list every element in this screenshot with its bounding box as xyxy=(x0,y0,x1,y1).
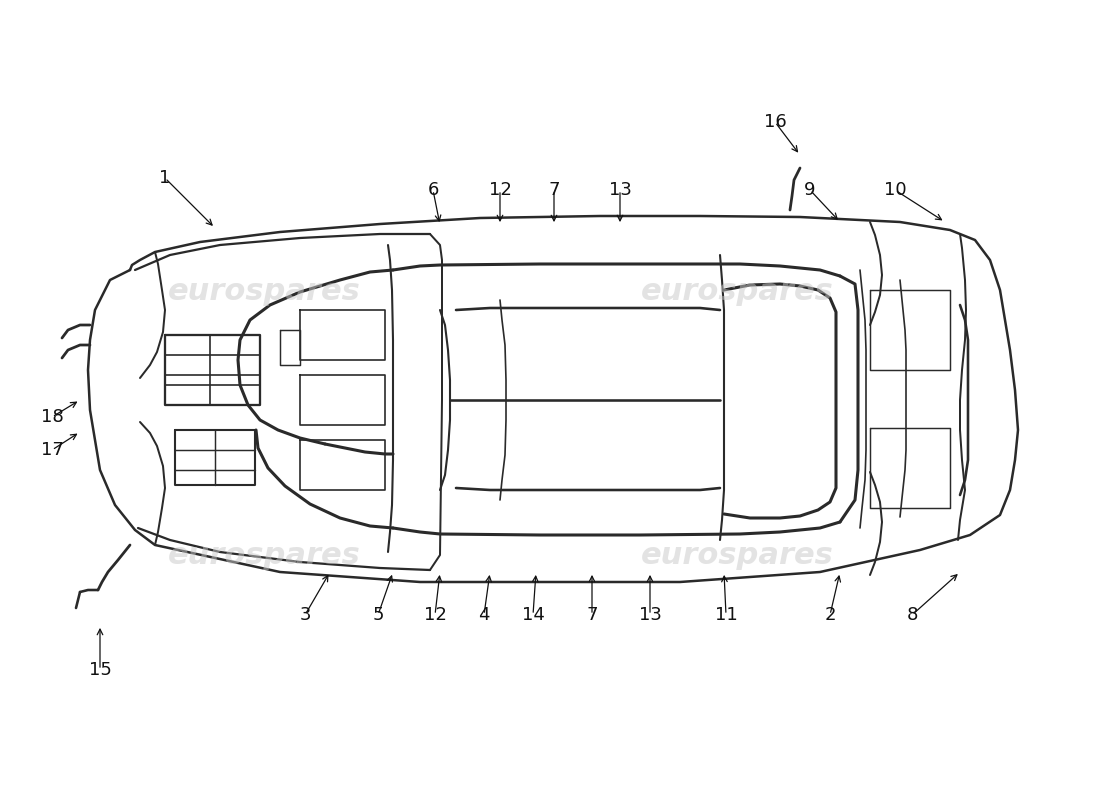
Text: 12: 12 xyxy=(488,181,512,199)
Text: 5: 5 xyxy=(372,606,384,624)
Text: 7: 7 xyxy=(586,606,597,624)
Text: 16: 16 xyxy=(763,113,786,131)
Text: 6: 6 xyxy=(427,181,439,199)
Text: 18: 18 xyxy=(41,408,64,426)
Text: 8: 8 xyxy=(906,606,917,624)
Text: 11: 11 xyxy=(715,606,737,624)
Text: eurospares: eurospares xyxy=(167,278,361,306)
Text: 10: 10 xyxy=(883,181,906,199)
Text: 12: 12 xyxy=(424,606,447,624)
Text: 13: 13 xyxy=(639,606,661,624)
Text: eurospares: eurospares xyxy=(640,278,834,306)
Text: eurospares: eurospares xyxy=(167,542,361,570)
Text: 17: 17 xyxy=(41,441,64,459)
Text: 13: 13 xyxy=(608,181,631,199)
Text: 2: 2 xyxy=(824,606,836,624)
Text: 7: 7 xyxy=(548,181,560,199)
Text: 1: 1 xyxy=(160,169,170,187)
Text: 3: 3 xyxy=(299,606,310,624)
Text: 9: 9 xyxy=(804,181,816,199)
Text: 15: 15 xyxy=(89,661,111,679)
Text: 4: 4 xyxy=(478,606,490,624)
Text: 14: 14 xyxy=(521,606,544,624)
Text: eurospares: eurospares xyxy=(640,542,834,570)
